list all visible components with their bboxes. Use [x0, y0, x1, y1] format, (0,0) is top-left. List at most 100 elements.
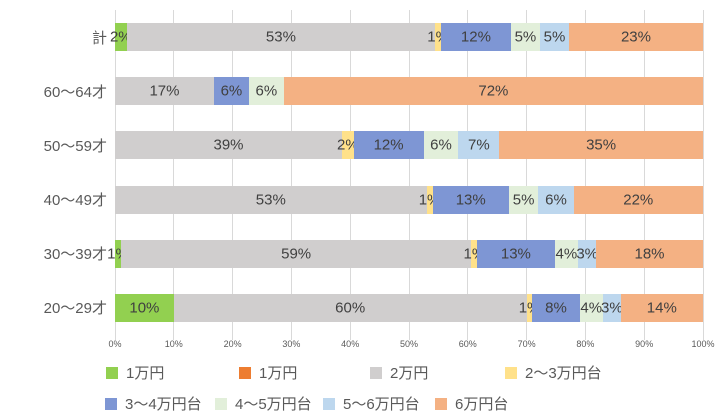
bar-segment: 10% — [115, 293, 174, 322]
x-tick-label: 100% — [691, 339, 715, 349]
bar-segment: 6% — [248, 77, 284, 106]
legend-item: 3〜4万円台 — [105, 393, 202, 414]
legend-label: 1万円 — [126, 365, 165, 382]
segment-value-label: 7% — [468, 136, 490, 154]
bar-segment: 59% — [120, 239, 472, 268]
bar-segment: 13% — [477, 239, 555, 268]
segment-value-label: 6% — [220, 82, 243, 100]
legend-swatch — [215, 397, 227, 410]
bar-row: 53% 1% 13% 5% 6% 22% — [115, 173, 703, 227]
gridline — [702, 10, 704, 340]
segment-value-label: 8% — [545, 299, 567, 317]
segment-value-label: 13% — [455, 191, 486, 209]
x-tick-label: 10% — [164, 339, 183, 349]
bar-row: 39% 2% 12% 6% 7% 35% — [115, 118, 703, 172]
bar-segment: 12% — [353, 131, 424, 160]
plot-area: 2% 53% 1% 12% 5% 5% 23% 17% 6% 6% 72% 39% 2% 12% 6% 7% 3… — [107, 10, 704, 340]
segment-value-label: 4% — [580, 299, 603, 317]
bar-segment: 60% — [173, 293, 527, 322]
legend-item: 2万円 — [370, 362, 428, 383]
legend-label: 2〜3万円台 — [525, 365, 602, 382]
segment-value-label: 5% — [543, 28, 566, 46]
segment-value-label: 35% — [586, 136, 617, 154]
legend-swatch — [370, 366, 382, 379]
legend-label: 2万円 — [390, 365, 429, 382]
segment-value-label: 53% — [265, 28, 296, 46]
segment-value-label: 5% — [512, 191, 535, 209]
legend-swatch — [106, 366, 118, 379]
bar-segment: 39% — [115, 131, 343, 160]
legend-swatch — [323, 397, 335, 410]
bar-segment: 35% — [499, 131, 703, 160]
bar-segment: 72% — [283, 77, 703, 106]
legend-swatch — [239, 366, 251, 379]
segment-value-label: 72% — [478, 82, 509, 100]
segment-value-label: 12% — [460, 28, 491, 46]
segment-value-label: 22% — [623, 191, 654, 209]
bar-segment: 6% — [213, 77, 249, 106]
segment-value-label: 2% — [109, 28, 132, 46]
segment-value-label: 14% — [646, 299, 677, 317]
bar-segment: 2% — [110, 23, 132, 52]
legend-label: 4〜5万円台 — [235, 396, 312, 413]
x-tick-label: 60% — [458, 339, 477, 349]
bar-segment: 18% — [596, 239, 703, 268]
x-tick-label: 20% — [223, 339, 242, 349]
category-label: 計 — [91, 29, 107, 47]
bar-segment: 17% — [115, 77, 214, 106]
legend-label: 5〜6万円台 — [343, 396, 420, 413]
segment-value-label: 3% — [600, 299, 623, 317]
legend-item: 1万円 — [106, 362, 164, 383]
segment-value-label: 23% — [620, 28, 651, 46]
x-tick-label: 50% — [399, 339, 419, 349]
segment-value-label: 4% — [555, 245, 578, 263]
gridline — [349, 10, 351, 340]
category-label: 50〜59才 — [43, 137, 107, 155]
bar-segment: 7% — [458, 131, 500, 160]
bar-segment: 2% — [337, 131, 359, 160]
segment-value-label: 6% — [255, 82, 278, 100]
segment-value-label: 13% — [500, 245, 531, 263]
bar-segment: 6% — [423, 131, 459, 160]
bar-segment: 14% — [620, 293, 703, 322]
gridline — [114, 10, 116, 340]
segment-value-label: 39% — [213, 136, 244, 154]
bar-row: 17% 6% 6% 72% — [115, 64, 703, 118]
segment-value-label: 10% — [129, 299, 160, 317]
bar-segment: 4% — [554, 239, 579, 268]
bar-segment: 6% — [538, 185, 574, 214]
gridline — [290, 10, 292, 340]
legend-item: 2〜3万円台 — [505, 362, 602, 383]
segment-value-label: 2% — [337, 136, 359, 154]
stacked-bar: 1% 59% 1% 13% 4% 3% 18% — [107, 239, 703, 268]
bar-segment: 13% — [432, 185, 509, 214]
bar-segment: 12% — [441, 23, 511, 52]
segment-value-label: 6% — [430, 136, 452, 154]
bar-row: 10% 60% 1% 8% 4% 3% 14% — [115, 281, 703, 335]
gridline — [584, 10, 586, 340]
gridline — [232, 10, 234, 340]
bar-segment: 3% — [576, 239, 598, 268]
legend-item: 1万円 — [239, 362, 297, 383]
legend-swatch — [105, 397, 117, 410]
x-tick-label: 0% — [108, 339, 122, 349]
stacked-bar: 17% 6% 6% 72% — [115, 77, 703, 106]
category-axis: 計 60〜64才 50〜59才 40〜49才 30〜39才 20〜29才 — [0, 10, 107, 335]
bar-segment: 23% — [569, 23, 703, 52]
stacked-bar: 53% 1% 13% 5% 6% 22% — [115, 185, 703, 214]
gridline — [408, 10, 410, 340]
bar-segment: 22% — [573, 185, 703, 214]
stacked-bar: 2% 53% 1% 12% 5% 5% 23% — [110, 23, 703, 52]
segment-value-label: 18% — [634, 245, 665, 263]
gridline — [643, 10, 645, 340]
category-label: 60〜64才 — [43, 83, 107, 101]
gridline — [173, 10, 175, 340]
segment-value-label: 60% — [335, 299, 366, 317]
legend-item: 5〜6万円台 — [323, 393, 420, 414]
legend: 1万円 1万円 2万円 2〜3万円台 3〜4万円台 4〜5万円台 5〜6万円台 6万円台 — [0, 358, 719, 418]
bar-row: 2% 53% 1% 12% 5% 5% 23% — [110, 10, 703, 64]
category-label: 20〜29才 — [43, 300, 107, 318]
segment-value-label: 5% — [514, 28, 537, 46]
legend-item: 4〜5万円台 — [215, 393, 312, 414]
